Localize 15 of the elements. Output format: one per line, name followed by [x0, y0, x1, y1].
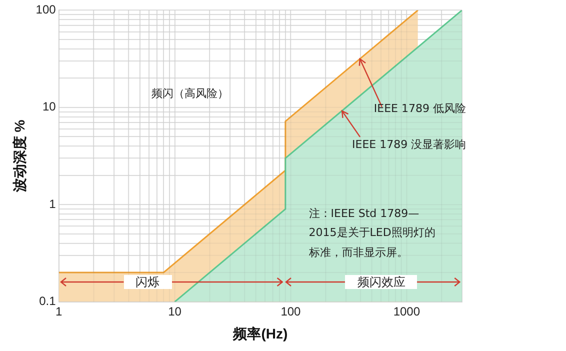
y-axis-title: 波动深度 % — [11, 119, 28, 194]
y-tick-label: 100 — [36, 2, 56, 17]
y-tick-label: 1 — [49, 196, 56, 211]
x-tick-label: 10 — [168, 304, 182, 318]
x-tick-label: 1000 — [393, 304, 420, 318]
annotation: 频闪效应 — [345, 274, 418, 289]
annotation: IEEE 1789 没显著影响 — [352, 138, 466, 152]
y-tick-label: 0.1 — [39, 294, 56, 308]
annotation: 频闪（高风险） — [152, 87, 229, 101]
y-tick-label: 10 — [42, 100, 56, 114]
x-axis-title: 频率(Hz) — [232, 325, 288, 342]
annotation: 闪烁 — [124, 274, 172, 289]
annotation: 注：IEEE Std 1789—2015是关于LED照明灯的标准，而非显示屏。 — [308, 206, 436, 261]
annotation: IEEE 1789 低风险 — [374, 102, 466, 116]
x-tick-label: 100 — [280, 304, 302, 318]
